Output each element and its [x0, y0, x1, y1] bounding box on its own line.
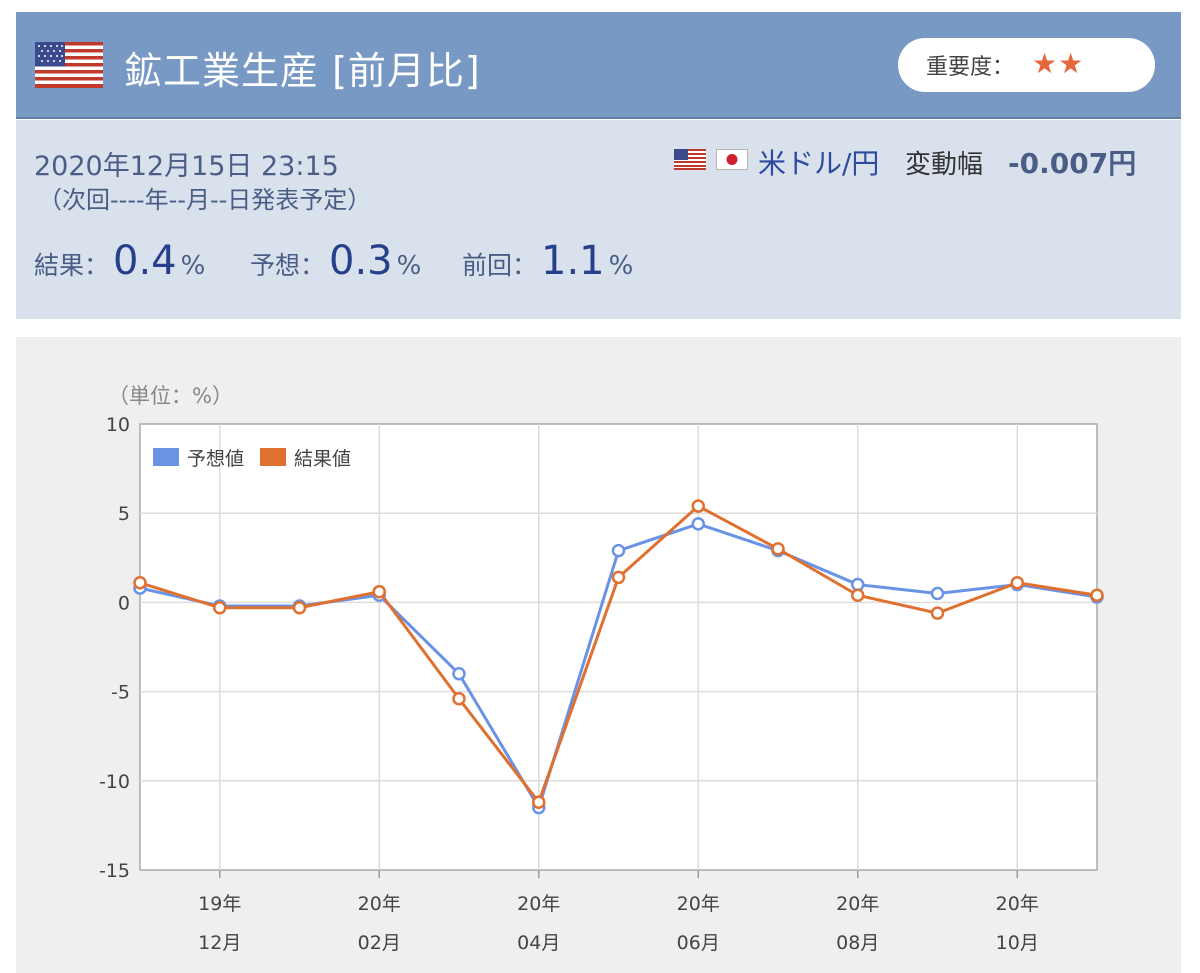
x-axis-ticks: 19年 12月 20年 02月 20年 04月 20年 06月 20年 08月 20年 10月 [198, 893, 1039, 954]
x-tick-month: 04月 [517, 932, 560, 954]
forecast-unit: % [396, 251, 422, 281]
change-label: 変動幅 [905, 150, 984, 180]
x-tick-year: 20年 [996, 893, 1039, 915]
legend-label-forecast: 予想値 [187, 448, 244, 470]
release-datetime: 2020年12月15日 23:15 [34, 151, 339, 182]
x-tick-month: 02月 [358, 932, 401, 954]
next-release-note: （次回----年--月--日発表予定） [38, 186, 372, 214]
result-unit: % [180, 251, 206, 281]
y-tick-label: -5 [111, 682, 130, 704]
data-point-result[interactable] [452, 691, 466, 706]
x-tick-year: 20年 [836, 893, 879, 915]
series-group [133, 499, 1104, 815]
x-tick-year: 20年 [677, 893, 720, 915]
forecast-value: 0.3 [329, 238, 393, 284]
data-point-result[interactable] [133, 576, 147, 590]
x-tick-month: 08月 [836, 932, 879, 954]
importance-stars: ★★ [1032, 47, 1085, 80]
data-point-result[interactable] [691, 499, 705, 513]
change-value: -0.007円 [1008, 147, 1137, 180]
y-axis-ticks: 10 5 0 -5 -10 -15 [99, 414, 130, 882]
result-value: 0.4 [113, 238, 177, 284]
line-chart: （単位：%） 10 5 0 -5 -10 -15 19年 12月 20年 02月 20年 04月 20… [99, 384, 1104, 954]
legend-swatch-forecast [151, 446, 181, 468]
data-point-forecast[interactable] [930, 586, 945, 601]
data-point-result[interactable] [532, 795, 546, 809]
data-point-result[interactable] [292, 601, 307, 615]
data-point-result[interactable] [1090, 588, 1104, 603]
data-point-forecast[interactable] [452, 667, 466, 681]
us-flag-icon [674, 149, 706, 170]
x-tick-month: 06月 [677, 932, 720, 954]
y-tick-label: 5 [118, 503, 130, 525]
previous-metric: 前回： 1.1% [462, 238, 633, 284]
x-tick-year: 19年 [198, 893, 241, 915]
result-metric: 結果： 0.4% [34, 238, 205, 284]
importance-label: 重要度： [926, 55, 1015, 80]
data-point-result[interactable] [372, 584, 386, 599]
y-tick-label: 0 [118, 592, 130, 614]
forecast-label: 予想： [250, 251, 326, 280]
x-tick-year: 20年 [517, 893, 560, 915]
data-point-forecast[interactable] [611, 543, 626, 558]
data-point-forecast[interactable] [851, 577, 865, 592]
y-tick-label: -10 [99, 771, 130, 793]
release-info-panel: 2020年12月15日 23:15 （次回----年--月--日発表予定） 米ド… [16, 120, 1181, 319]
us-flag-icon [35, 42, 103, 88]
legend: 予想値 結果値 [151, 446, 351, 470]
plot-area [139, 423, 1098, 871]
x-tick-month: 10月 [996, 932, 1039, 954]
x-tick-month: 12月 [198, 932, 241, 954]
previous-unit: % [608, 251, 634, 281]
data-point-result[interactable] [851, 588, 865, 603]
x-tick-year: 20年 [358, 893, 401, 915]
result-label: 結果： [34, 251, 110, 280]
previous-label: 前回： [462, 251, 538, 280]
data-point-result[interactable] [1010, 576, 1024, 590]
legend-swatch-result [258, 446, 288, 468]
y-tick-label: 10 [106, 414, 130, 436]
importance-badge: 重要度： ★★ [898, 38, 1155, 92]
indicator-header: 鉱工業生産 [前月比] 重要度： ★★ [16, 12, 1181, 119]
data-point-result[interactable] [611, 570, 626, 585]
legend-label-result: 結果値 [294, 448, 351, 470]
chart-container: （単位：%） 10 5 0 -5 -10 -15 19年 12月 20年 02月 20年 04月 20… [16, 337, 1181, 973]
unit-note: （単位：%） [108, 384, 233, 408]
data-point-result[interactable] [213, 601, 227, 615]
data-point-forecast[interactable] [691, 517, 705, 531]
jp-flag-icon [716, 149, 748, 170]
data-point-result[interactable] [930, 606, 945, 620]
indicator-title: 鉱工業生産 [前月比] [124, 49, 481, 93]
currency-pair-link[interactable]: 米ドル/円 [758, 147, 880, 180]
y-tick-label: -15 [99, 860, 130, 882]
previous-value: 1.1 [541, 238, 605, 284]
data-point-result[interactable] [771, 542, 785, 556]
forecast-metric: 予想： 0.3% [250, 238, 421, 284]
